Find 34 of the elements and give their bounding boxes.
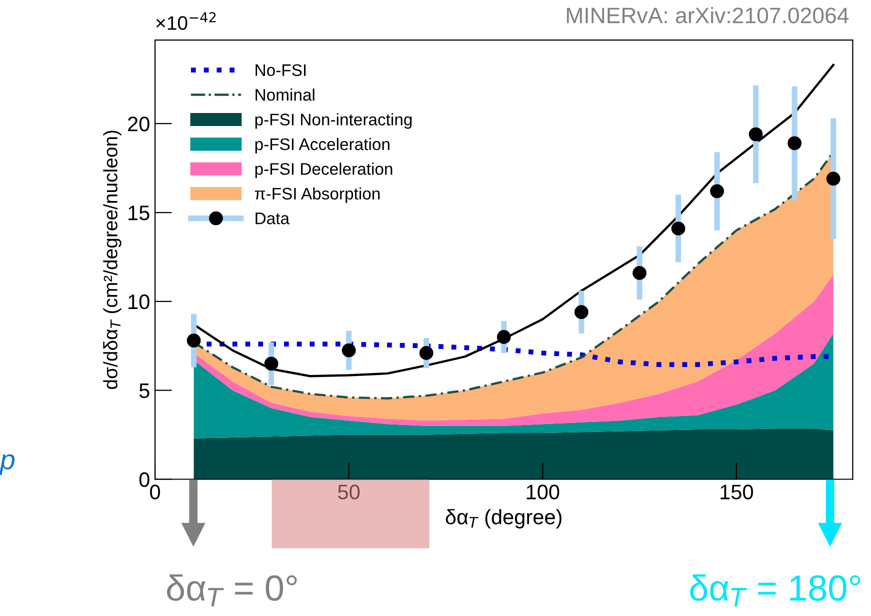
x-axis-title: δα$_{T}$ (degree) [446, 509, 562, 529]
legend-label: Nominal [256, 88, 314, 101]
y-tick-label: 5 [139, 384, 150, 398]
x-tick-label: 50 [338, 484, 360, 500]
y-tick-label: 15 [128, 206, 150, 220]
text: MINERvA: arXiv:2107.02064 [566, 7, 849, 24]
legend-label: p-FSI Non-interacting [255, 113, 412, 129]
point [710, 184, 724, 198]
point [419, 346, 434, 360]
x-tick-label: 100 [526, 484, 560, 500]
point [496, 330, 511, 344]
text: δα$_{T}$ = 0° [167, 574, 297, 606]
legend-label: No-FSI [256, 64, 306, 76]
point [632, 266, 646, 280]
text: ×10$^{−42}$ [156, 12, 216, 30]
x-tick-label: 0 [150, 484, 160, 500]
legend-label: π-FSI Absorption [254, 187, 380, 203]
legend-label: p-FSI Deceleration [255, 162, 392, 178]
point [186, 334, 201, 348]
text: δα$_{T}$ = 180° [690, 574, 860, 606]
legend-label: Data [256, 212, 290, 224]
point [826, 172, 840, 186]
point [574, 305, 588, 320]
point [671, 222, 686, 236]
y-axis-title: dσ/dδα$_{T}$ (cm²/degree/nucleon) [103, 130, 122, 390]
legend-label: p-FSI Acceleration [255, 138, 390, 154]
y-tick-label: 0 [139, 472, 150, 487]
point [264, 356, 278, 371]
point [748, 127, 763, 142]
y-tick-label: 20 [128, 116, 150, 132]
y-tick-label: 10 [128, 294, 150, 310]
point [788, 136, 802, 150]
point [342, 343, 356, 358]
x-tick-label: 150 [720, 484, 753, 500]
